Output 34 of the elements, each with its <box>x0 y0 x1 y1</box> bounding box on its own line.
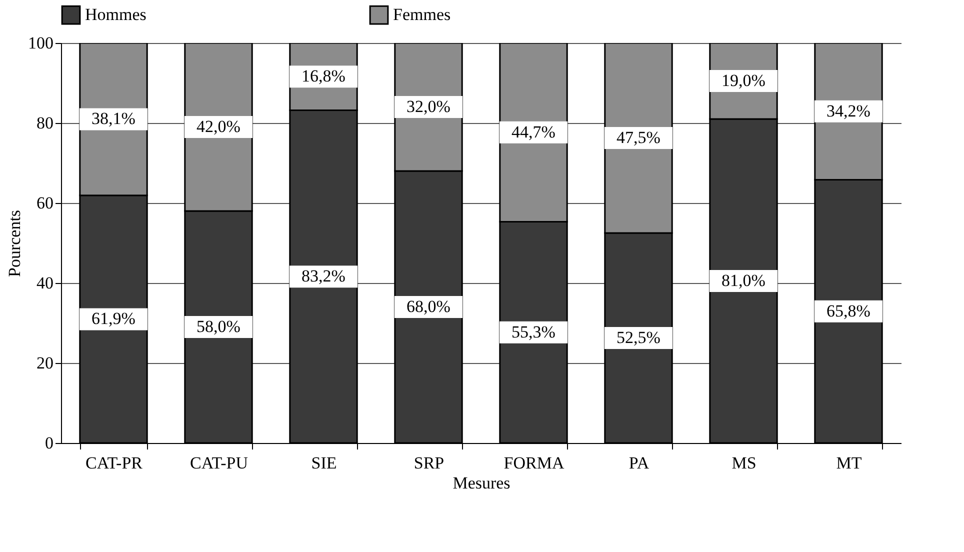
legend-label: Hommes <box>85 5 146 24</box>
data-label: 44,7% <box>512 122 556 142</box>
data-label: 32,0% <box>406 97 450 116</box>
y-tick-label: 100 <box>28 34 54 52</box>
y-tick-label: 80 <box>36 114 54 132</box>
data-label: 68,0% <box>406 297 450 316</box>
data-label: 61,9% <box>92 309 136 328</box>
y-axis-title: Pourcents <box>5 210 24 278</box>
x-tick-label: PA <box>628 454 650 472</box>
x-tick-label: SIE <box>311 454 337 472</box>
x-tick-label: MT <box>836 454 862 472</box>
data-label: 58,0% <box>196 317 240 336</box>
y-tick-label: 60 <box>36 194 54 212</box>
y-tick-label: 20 <box>36 354 54 372</box>
x-tick-label: CAT-PR <box>85 454 144 472</box>
data-label: 34,2% <box>826 101 870 120</box>
data-label: 19,0% <box>722 71 766 90</box>
data-label: 16,8% <box>302 66 346 86</box>
data-label: 47,5% <box>616 128 660 147</box>
data-label: 55,3% <box>512 322 556 342</box>
y-tick-label: 40 <box>36 274 54 292</box>
x-tick-label: FORMA <box>504 454 565 472</box>
legend-label: Femmes <box>393 5 451 24</box>
x-tick-label: CAT-PU <box>190 454 248 472</box>
x-tick-label: MS <box>732 454 756 472</box>
data-label: 52,5% <box>616 328 660 347</box>
data-label: 65,8% <box>826 301 870 320</box>
data-label: 83,2% <box>302 266 346 286</box>
y-tick-label: 0 <box>45 434 54 452</box>
data-label: 42,0% <box>196 117 240 136</box>
x-tick-label: SRP <box>414 454 444 472</box>
x-axis-title: Mesures <box>452 474 510 492</box>
data-label: 81,0% <box>722 271 766 290</box>
data-label: 38,1% <box>92 109 136 128</box>
